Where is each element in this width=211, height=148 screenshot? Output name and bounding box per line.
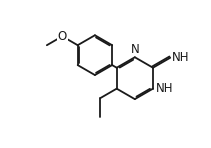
- Text: N: N: [130, 43, 139, 56]
- Text: NH: NH: [156, 82, 173, 95]
- Text: O: O: [58, 30, 67, 43]
- Text: NH: NH: [172, 51, 189, 64]
